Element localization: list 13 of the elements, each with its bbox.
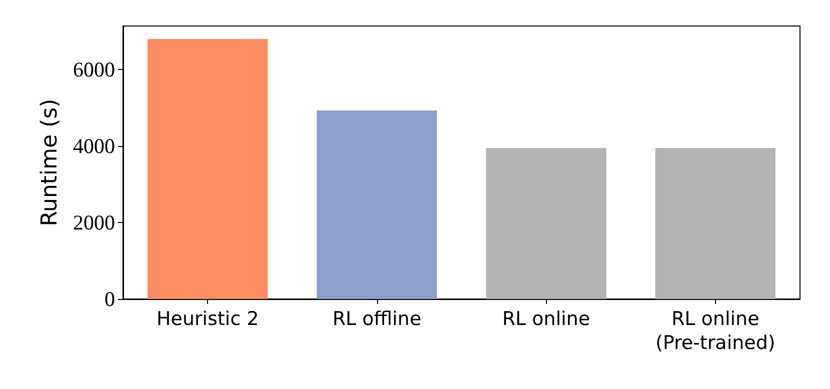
x-tick-label: RL online — [502, 308, 590, 330]
x-tick-label: RL offline — [332, 308, 422, 330]
bar — [316, 110, 437, 299]
y-tick-label: 4000 — [73, 134, 115, 158]
bar — [148, 39, 268, 299]
y-tick-label: 0 — [104, 287, 115, 311]
x-tick-label: RL online (Pre-trained) — [655, 308, 776, 354]
y-tick-label: 2000 — [73, 210, 115, 235]
bar — [486, 148, 606, 299]
x-tick-label: Heuristic 2 — [156, 308, 259, 330]
y-axis-title: Runtime (s) — [38, 98, 62, 226]
bar — [655, 148, 776, 299]
y-tick-label: 6000 — [73, 58, 115, 82]
